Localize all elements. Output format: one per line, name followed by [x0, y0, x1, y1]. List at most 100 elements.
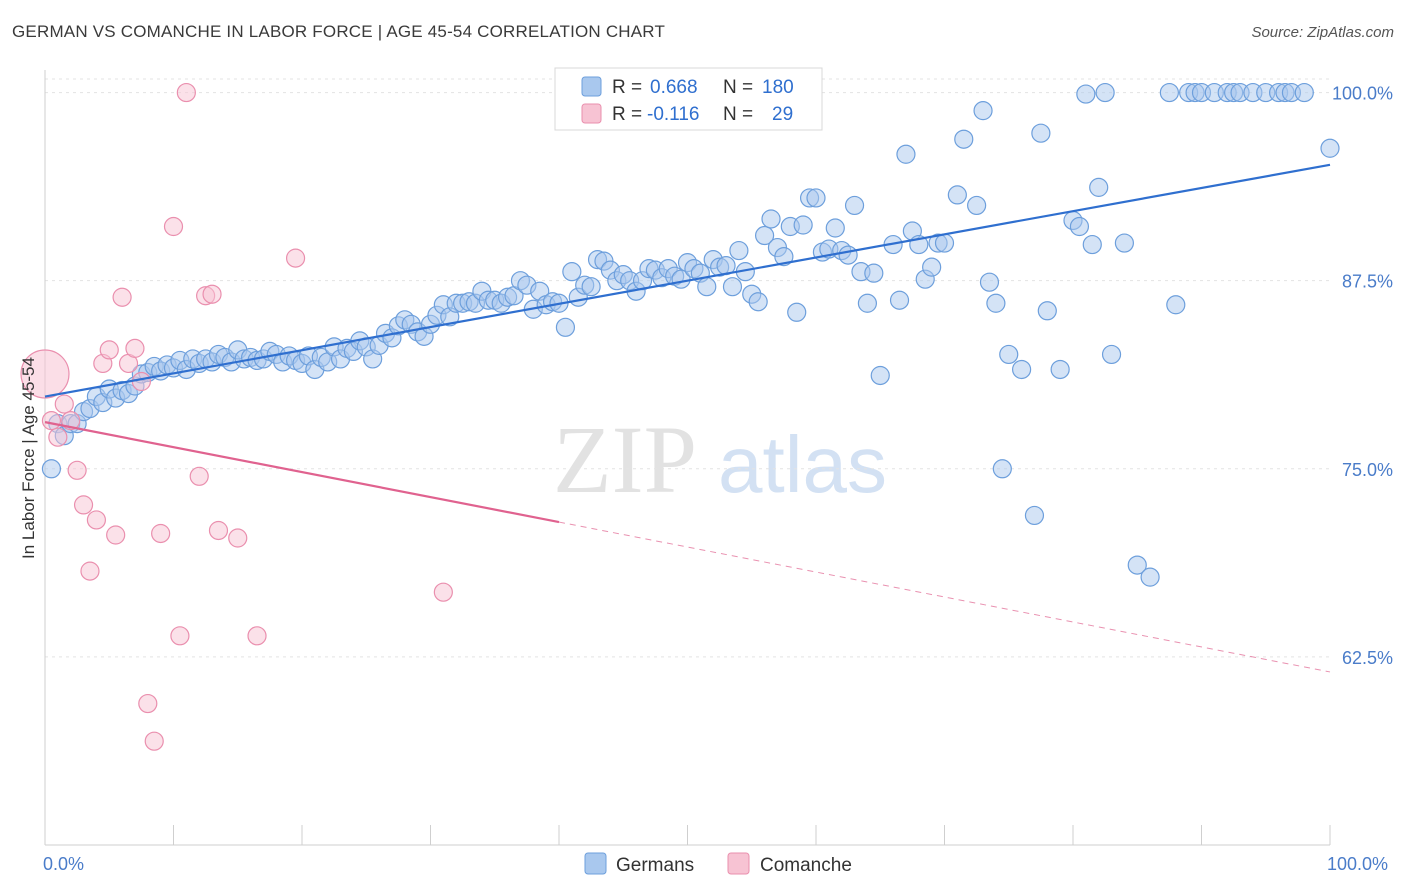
germans-point: [889, 290, 910, 310]
germans-point: [41, 459, 62, 479]
germans-point: [697, 277, 717, 297]
germans-point: [1114, 233, 1135, 253]
comanche-point: [80, 561, 100, 581]
y-tick-label-1: 75.0%: [1342, 460, 1393, 480]
bottom-legend-swatch-comanche: [727, 852, 750, 875]
comanche-point: [247, 626, 267, 646]
germans-point: [844, 195, 865, 216]
germans-point: [562, 262, 582, 282]
comanche-point: [433, 582, 453, 602]
comanche-point: [163, 216, 184, 237]
legend-n-label-germans: N =: [723, 77, 753, 98]
germans-point: [857, 293, 878, 313]
germans-point: [967, 195, 987, 216]
germans-point: [761, 209, 781, 229]
y-tick-labels: 62.5% 75.0% 87.5% 100.0%: [1332, 84, 1393, 668]
comanche-point: [61, 411, 81, 431]
legend-r-value-germans: 0.668: [650, 77, 698, 98]
legend-r-label-germans: R =: [612, 77, 642, 98]
legend-swatch-germans: [581, 76, 602, 97]
germans-point: [1101, 344, 1122, 365]
germans-point: [1031, 123, 1051, 143]
comanche-point: [99, 340, 119, 360]
germans-point: [896, 144, 916, 164]
comanche-point: [54, 394, 74, 414]
x-tick-label-min: 0.0%: [43, 854, 84, 874]
germans-point: [774, 247, 794, 267]
germans-point: [973, 101, 993, 121]
comanche-point: [20, 349, 70, 399]
comanche-point: [208, 520, 229, 541]
germans-point: [1294, 82, 1314, 103]
germans-point: [947, 185, 967, 205]
germans-trend-line: [44, 163, 1331, 398]
x-ticks: [44, 825, 1331, 845]
bottom-legend-label-germans: Germans: [616, 855, 694, 876]
comanche-point: [48, 427, 68, 447]
germans-point: [555, 317, 576, 337]
y-axis-label: In Labor Force | Age 45-54: [19, 357, 38, 559]
y-tick-label-3: 100.0%: [1332, 84, 1393, 104]
y-tick-label-2: 87.5%: [1342, 272, 1393, 292]
germans-point: [838, 245, 858, 265]
legend-n-value-germans: 180: [762, 77, 794, 98]
legend-n-value-comanche: 29: [772, 104, 793, 125]
legend-swatch-comanche: [581, 103, 602, 124]
comanche-point: [67, 460, 87, 480]
germans-point: [1159, 82, 1179, 103]
germans-point: [979, 272, 1000, 292]
germans-point: [922, 257, 942, 277]
comanche-point: [86, 510, 107, 530]
germans-point: [1166, 295, 1186, 315]
germans-point: [825, 218, 845, 238]
germans-point: [729, 240, 749, 261]
comanche-trend-line-extension: [558, 521, 1331, 673]
germans-point: [806, 188, 826, 208]
germans-point: [793, 215, 813, 235]
chart-title: GERMAN VS COMANCHE IN LABOR FORCE | AGE …: [12, 22, 666, 41]
germans-point: [986, 293, 1006, 313]
germans-point: [1024, 505, 1045, 526]
germans-point: [748, 292, 768, 312]
germans-point: [754, 225, 775, 246]
germans-point: [1069, 216, 1090, 237]
germans-point: [1095, 82, 1115, 103]
germans-point: [1076, 84, 1096, 104]
germans-point: [722, 277, 743, 297]
comanche-point: [144, 731, 164, 751]
comanche-point: [131, 371, 151, 392]
legend-r-label-comanche: R =: [612, 104, 642, 125]
germans-point: [787, 302, 807, 322]
germans-point: [1089, 177, 1109, 197]
comanche-points: [20, 82, 453, 751]
comanche-trend-line: [44, 421, 560, 524]
germans-point: [1011, 359, 1032, 380]
comanche-point: [202, 284, 222, 304]
comanche-point: [151, 523, 171, 544]
comanche-point: [125, 338, 145, 358]
germans-point: [864, 263, 884, 283]
germans-point: [1037, 301, 1057, 321]
comanche-point: [228, 528, 248, 548]
comanche-point: [189, 466, 209, 486]
germans-point: [581, 277, 601, 297]
germans-point: [1050, 359, 1070, 380]
chart-source: Source: ZipAtlas.com: [1251, 24, 1394, 41]
germans-point: [992, 459, 1012, 479]
legend-n-label-comanche: N =: [723, 104, 753, 125]
germans-point: [999, 344, 1019, 365]
comanche-point: [41, 411, 62, 431]
legend: R = 0.668 N = 180 R = -0.116 N = 29: [554, 67, 823, 131]
germans-point: [1082, 234, 1102, 255]
germans-point: [954, 129, 974, 149]
comanche-point: [112, 287, 132, 307]
comanche-point: [73, 495, 94, 515]
germans-point: [1127, 555, 1147, 575]
germans-point: [870, 365, 890, 386]
germans-point: [1320, 138, 1340, 158]
germans-point: [934, 233, 955, 253]
comanche-point: [106, 525, 126, 545]
y-tick-label-0: 62.5%: [1342, 648, 1393, 668]
comanche-point: [170, 626, 190, 646]
